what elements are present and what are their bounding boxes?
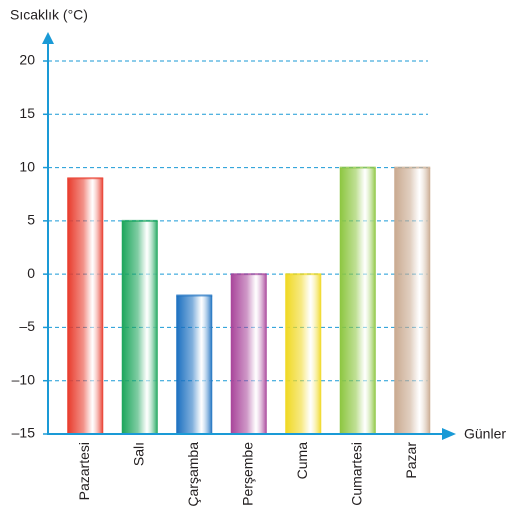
x-tick-label: Pazar (403, 442, 419, 479)
y-tick-label: –5 (19, 318, 35, 334)
bar (176, 295, 213, 434)
x-axis-title: Günler (464, 426, 506, 442)
bar-cap (339, 166, 376, 169)
bar (67, 178, 104, 434)
x-tick-label: Çarşamba (185, 442, 201, 507)
y-tick-label: 0 (27, 265, 35, 281)
y-axis-title: Sıcaklık (°C) (10, 7, 88, 23)
y-tick-label: –10 (12, 371, 36, 387)
bar-cap (394, 166, 431, 169)
bar-cap (121, 219, 158, 222)
bar (339, 167, 376, 435)
y-axis-arrow (42, 32, 54, 44)
bar (230, 274, 267, 434)
bar (121, 220, 158, 434)
x-tick-label: Perşembe (239, 442, 255, 506)
x-tick-label: Cuma (294, 442, 310, 480)
y-tick-label: 20 (19, 52, 35, 68)
x-tick-label: Pazartesi (76, 442, 92, 500)
x-tick-label: Cumartesi (348, 442, 364, 506)
bar-cap (230, 273, 267, 276)
y-tick-label: –15 (12, 425, 36, 441)
bar-cap (67, 177, 104, 180)
bar-cap (285, 273, 322, 276)
y-tick-label: 10 (19, 158, 35, 174)
x-tick-label: Salı (130, 442, 146, 466)
bar-cap (176, 294, 213, 297)
bar (285, 274, 322, 434)
bar (394, 167, 431, 435)
y-tick-label: 15 (19, 105, 35, 121)
x-axis-arrow (442, 428, 456, 440)
y-tick-label: 5 (27, 212, 35, 228)
